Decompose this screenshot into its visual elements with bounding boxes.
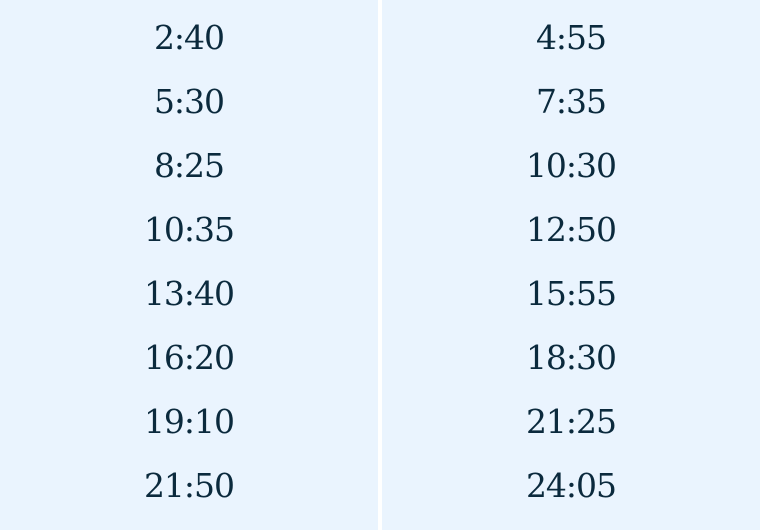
time-cell: 10:30	[525, 146, 617, 185]
time-cell: 4:55	[535, 18, 607, 57]
time-cell: 10:35	[143, 210, 235, 249]
time-column-left: 2:40 5:30 8:25 10:35 13:40 16:20 19:10 21:50	[0, 0, 378, 530]
time-cell: 2:40	[153, 18, 225, 57]
time-cell: 24:05	[525, 466, 617, 505]
time-cell: 5:30	[153, 82, 225, 121]
time-column-right: 4:55 7:35 10:30 12:50 15:55 18:30 21:25 24:05	[382, 0, 760, 530]
time-cell: 21:25	[525, 402, 617, 441]
time-cell: 12:50	[525, 210, 617, 249]
time-cell: 21:50	[143, 466, 235, 505]
time-cell: 13:40	[143, 274, 235, 313]
time-cell: 15:55	[525, 274, 617, 313]
time-cell: 19:10	[143, 402, 235, 441]
time-cell: 16:20	[143, 338, 235, 377]
time-cell: 7:35	[535, 82, 607, 121]
time-cell: 8:25	[153, 146, 225, 185]
time-cell: 18:30	[525, 338, 617, 377]
